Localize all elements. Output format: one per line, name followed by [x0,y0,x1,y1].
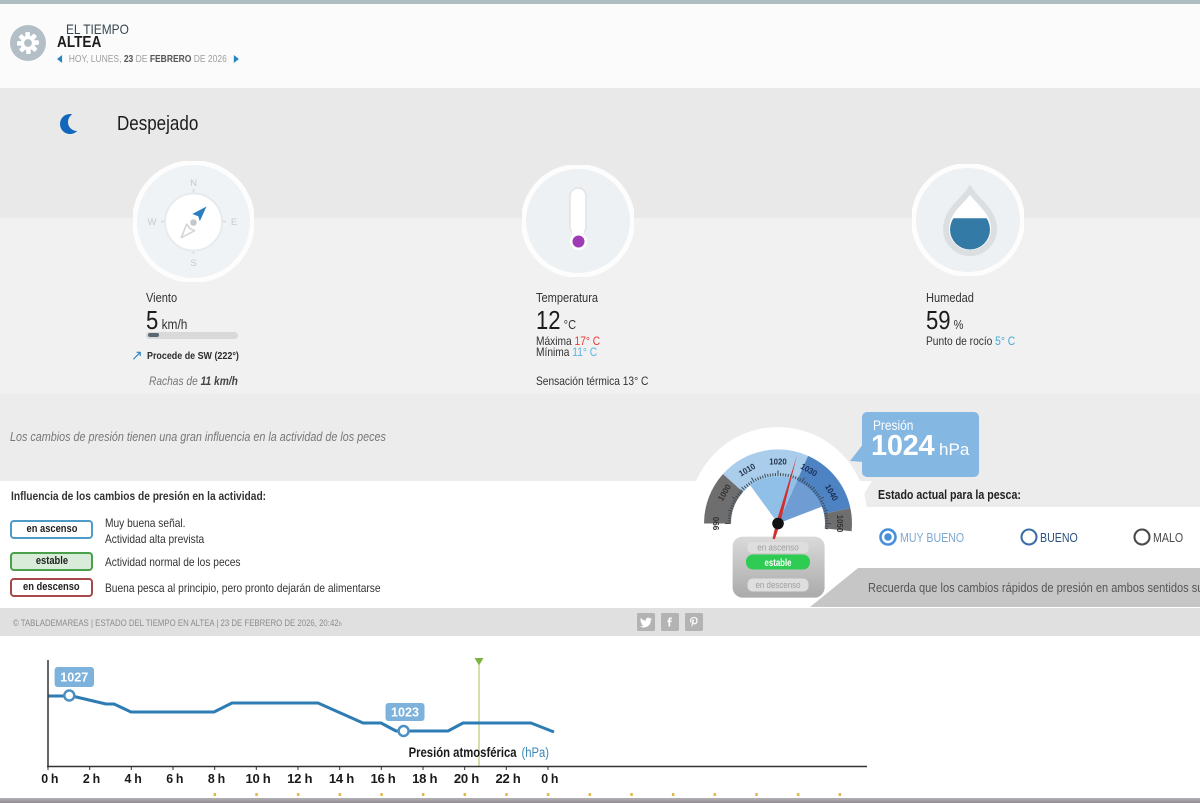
svg-text:E: E [231,217,237,228]
svg-text:0 h: 0 h [541,772,558,786]
svg-text:0 h: 0 h [41,772,58,786]
svg-text:S: S [190,258,196,269]
svg-text:1027: 1027 [60,670,88,685]
svg-text:W: W [148,217,157,228]
svg-text:1023: 1023 [391,705,419,720]
svg-text:(hPa): (hPa) [522,745,550,760]
svg-text:en ascenso: en ascenso [757,543,799,553]
svg-text:Presión atmosférica: Presión atmosférica [409,745,517,760]
svg-text:14 h: 14 h [329,772,354,786]
svg-text:10 h: 10 h [246,772,271,786]
svg-text:8 h: 8 h [208,772,225,786]
svg-text:20 h: 20 h [454,772,479,786]
svg-text:6 h: 6 h [166,772,183,786]
svg-text:N: N [190,178,197,189]
svg-text:18 h: 18 h [412,772,437,786]
svg-text:2 h: 2 h [83,772,100,786]
svg-text:estable: estable [765,558,792,569]
svg-text:22 h: 22 h [496,772,521,786]
svg-text:990: 990 [711,516,721,530]
svg-text:4 h: 4 h [125,772,142,786]
svg-text:16 h: 16 h [371,772,396,786]
svg-text:en descenso: en descenso [756,580,801,590]
svg-text:12 h: 12 h [287,772,312,786]
svg-text:1020: 1020 [769,457,787,467]
svg-text:1050: 1050 [835,515,845,533]
